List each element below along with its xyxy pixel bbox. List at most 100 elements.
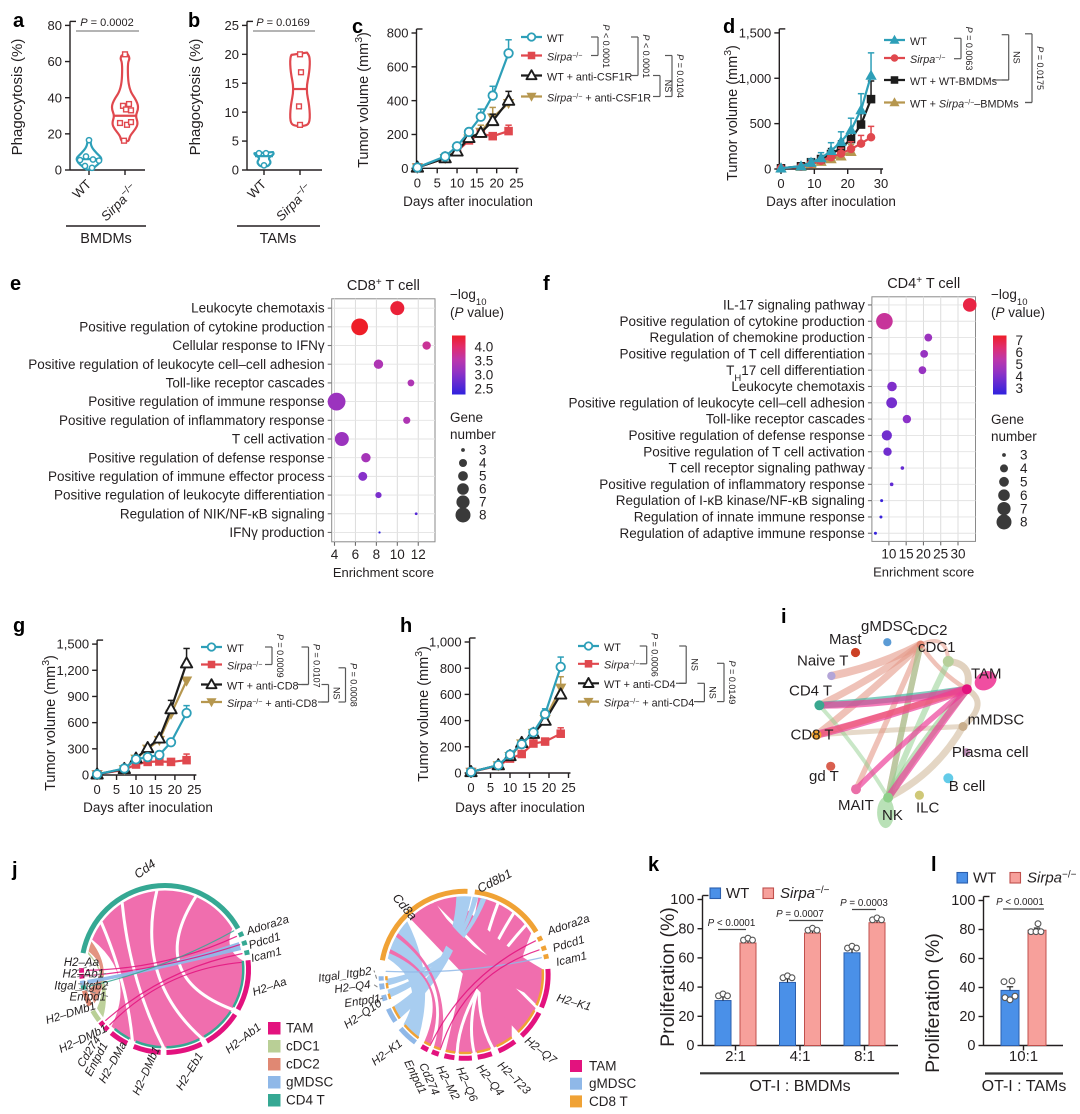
svg-text:B cell: B cell xyxy=(949,778,986,795)
svg-text:15: 15 xyxy=(522,780,536,795)
svg-text:WT: WT xyxy=(604,642,621,654)
svg-text:Phagocytosis (%): Phagocytosis (%) xyxy=(187,39,204,156)
svg-text:Enrichment score: Enrichment score xyxy=(333,565,434,580)
svg-text:Regulation of adaptive immune: Regulation of adaptive immune response xyxy=(619,526,864,541)
svg-text:l: l xyxy=(931,854,937,876)
svg-text:30: 30 xyxy=(950,546,965,561)
svg-text:20: 20 xyxy=(489,175,503,190)
svg-text:6: 6 xyxy=(352,547,360,562)
svg-text:5: 5 xyxy=(434,175,441,190)
svg-text:20: 20 xyxy=(959,1009,975,1025)
svg-text:NK: NK xyxy=(882,807,903,824)
svg-text:600: 600 xyxy=(387,59,409,74)
svg-text:P = 0.0006: P = 0.0006 xyxy=(650,633,660,677)
svg-text:20: 20 xyxy=(916,546,931,561)
svg-text:600: 600 xyxy=(67,715,89,730)
svg-text:20: 20 xyxy=(225,47,239,62)
svg-text:CD4+ T cell: CD4+ T cell xyxy=(887,274,960,292)
svg-text:i: i xyxy=(781,606,787,628)
svg-text:10: 10 xyxy=(807,176,821,191)
svg-text:6: 6 xyxy=(1020,488,1028,503)
svg-text:(P value): (P value) xyxy=(450,305,504,320)
svg-text:8:1: 8:1 xyxy=(854,1048,875,1065)
svg-text:TAM: TAM xyxy=(286,1021,314,1036)
svg-text:Leukocyte chemotaxis: Leukocyte chemotaxis xyxy=(191,301,325,316)
svg-text:b: b xyxy=(188,10,200,32)
svg-text:Tumor volume (mm3): Tumor volume (mm3) xyxy=(722,45,741,181)
svg-text:cDC2: cDC2 xyxy=(910,622,948,639)
svg-text:40: 40 xyxy=(959,980,975,996)
svg-text:40: 40 xyxy=(678,980,694,996)
svg-text:gMDSC: gMDSC xyxy=(286,1075,334,1090)
svg-text:OT-I : BMDMs: OT-I : BMDMs xyxy=(749,1078,850,1095)
svg-text:P < 0.0001: P < 0.0001 xyxy=(601,24,611,68)
svg-text:Enrichment score: Enrichment score xyxy=(873,564,974,579)
svg-text:a: a xyxy=(13,10,25,32)
svg-text:P = 0.0107: P = 0.0107 xyxy=(312,644,322,688)
svg-text:cDC2: cDC2 xyxy=(286,1057,320,1072)
svg-text:20: 20 xyxy=(168,782,182,797)
svg-text:10: 10 xyxy=(503,780,517,795)
svg-text:400: 400 xyxy=(387,93,409,108)
svg-text:cDC1: cDC1 xyxy=(286,1039,320,1054)
svg-text:Positive regulation of immune: Positive regulation of immune effector p… xyxy=(48,469,325,484)
svg-text:6: 6 xyxy=(1016,345,1024,360)
svg-text:number: number xyxy=(991,429,1037,444)
svg-text:8: 8 xyxy=(373,547,381,562)
svg-text:30: 30 xyxy=(874,176,888,191)
svg-text:MAIT: MAIT xyxy=(838,797,874,814)
svg-text:TAM: TAM xyxy=(971,666,1002,683)
svg-text:10:1: 10:1 xyxy=(1009,1048,1038,1065)
svg-text:0: 0 xyxy=(414,175,421,190)
svg-text:Positive regulation of cytokin: Positive regulation of cytokine producti… xyxy=(619,314,864,329)
svg-text:P = 0.0003: P = 0.0003 xyxy=(840,898,888,909)
svg-text:25: 25 xyxy=(509,175,523,190)
svg-text:cDC1: cDC1 xyxy=(918,639,956,656)
svg-text:Regulation of innate immune re: Regulation of innate immune response xyxy=(634,510,865,525)
svg-text:5: 5 xyxy=(1016,357,1024,372)
svg-text:10: 10 xyxy=(450,175,464,190)
svg-text:15: 15 xyxy=(470,175,484,190)
svg-text:c: c xyxy=(352,16,363,38)
svg-text:NS: NS xyxy=(332,687,342,700)
svg-text:25: 25 xyxy=(933,546,948,561)
svg-text:7: 7 xyxy=(479,495,487,510)
svg-text:Sirpa−/−: Sirpa−/− xyxy=(780,885,830,903)
svg-text:0: 0 xyxy=(454,766,461,781)
svg-text:k: k xyxy=(648,854,660,876)
svg-text:900: 900 xyxy=(67,689,89,704)
svg-text:Itgal_Itgb2: Itgal_Itgb2 xyxy=(54,981,108,993)
svg-text:Positive regulation of leukocy: Positive regulation of leukocyte cell–ce… xyxy=(568,395,864,410)
svg-text:Proliferation (%): Proliferation (%) xyxy=(922,933,944,1073)
svg-text:800: 800 xyxy=(440,661,462,676)
svg-text:P < 0.0001: P < 0.0001 xyxy=(708,918,756,929)
svg-text:Mast: Mast xyxy=(829,631,862,648)
svg-text:0: 0 xyxy=(777,176,784,191)
svg-text:Sirpa−/−: Sirpa−/− xyxy=(547,51,582,63)
svg-text:CD8 T: CD8 T xyxy=(589,1094,628,1109)
svg-text:Days after inoculation: Days after inoculation xyxy=(766,194,896,209)
svg-text:60: 60 xyxy=(959,951,975,967)
svg-text:20: 20 xyxy=(542,780,556,795)
svg-text:P = 0.0002: P = 0.0002 xyxy=(80,17,134,29)
svg-text:0: 0 xyxy=(82,768,89,783)
svg-text:10: 10 xyxy=(225,105,239,120)
svg-text:WT + Sirpa−/−–BMDMs: WT + Sirpa−/−–BMDMs xyxy=(910,98,1019,110)
svg-text:NS: NS xyxy=(707,686,717,699)
svg-text:25: 25 xyxy=(225,18,239,33)
svg-text:WT + anti-CSF1R: WT + anti-CSF1R xyxy=(547,71,632,83)
svg-text:gMDSC: gMDSC xyxy=(861,618,914,635)
svg-text:2:1: 2:1 xyxy=(725,1048,746,1065)
svg-text:WT: WT xyxy=(910,36,927,48)
svg-text:8: 8 xyxy=(1020,515,1028,530)
svg-text:10: 10 xyxy=(881,546,896,561)
svg-text:10: 10 xyxy=(129,782,143,797)
svg-text:Sirpa−/−: Sirpa−/− xyxy=(227,660,262,672)
svg-text:P = 0.0169: P = 0.0169 xyxy=(256,17,310,29)
svg-text:H2–Ab1: H2–Ab1 xyxy=(62,969,104,981)
svg-text:25: 25 xyxy=(187,782,201,797)
svg-text:h: h xyxy=(400,615,412,637)
svg-text:P = 0.0149: P = 0.0149 xyxy=(727,661,737,705)
svg-text:200: 200 xyxy=(440,739,462,754)
svg-text:5: 5 xyxy=(113,782,120,797)
